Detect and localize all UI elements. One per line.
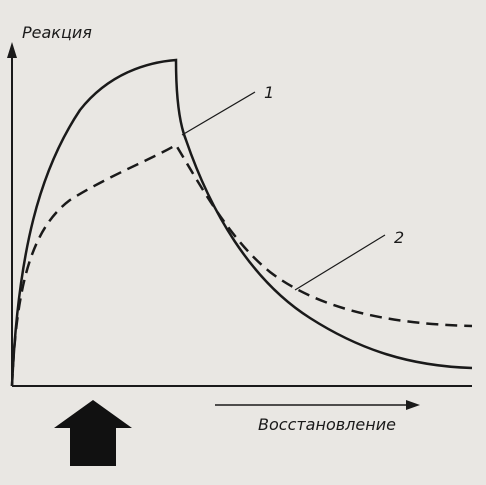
y-axis-label: Реакция [22,23,92,42]
y-axis-arrow [7,42,17,58]
recovery-arrowhead [406,400,420,410]
curve-2 [10,143,473,387]
curve-label: 1 [264,83,274,102]
leader-2 [294,234,386,291]
x-axis-label: Восстановление [258,415,396,434]
stimulus-arrow [54,400,132,466]
curve-1 [10,58,473,387]
leader-1 [181,91,256,136]
curve-label: 2 [394,228,404,247]
